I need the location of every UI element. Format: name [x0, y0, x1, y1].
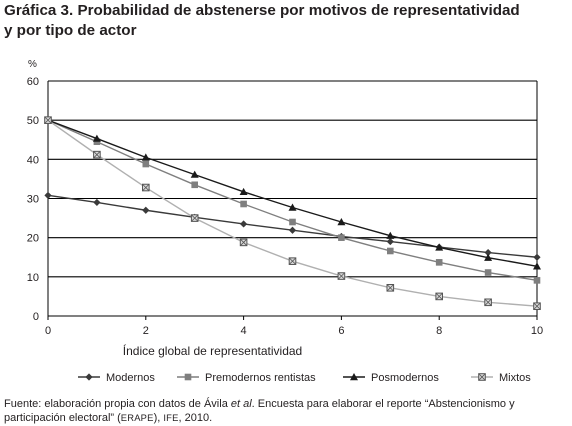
point-mixtos	[288, 257, 297, 265]
point-mixtos	[435, 292, 443, 301]
y-tick-label: 40	[27, 154, 39, 166]
point-premodernos-rentistas	[142, 160, 150, 168]
point-premodernos-rentistas	[289, 218, 296, 226]
point-modernos	[93, 198, 101, 207]
y-tick-label: 10	[27, 272, 39, 284]
y-tick-label: 30	[27, 194, 39, 206]
source-etal: et al	[230, 398, 252, 410]
point-premodernos-rentistas	[484, 269, 492, 276]
legend-label-posmodernos: Posmodernos	[371, 372, 439, 384]
point-posmodernos	[288, 203, 297, 211]
point-mixtos-cross	[435, 292, 443, 300]
source-middle: . Encuesta para elaborar el reporte “Abs…	[4, 398, 515, 424]
x-axis-label: Índice global de representatividad	[123, 343, 302, 358]
point-mixtos	[142, 183, 150, 192]
point-mixtos-cross	[93, 151, 101, 159]
legend-marker-posmodernos	[350, 373, 358, 381]
point-mixtos	[386, 284, 395, 292]
point-mixtos-cross	[44, 116, 52, 124]
chart-title-line-2: y por tipo de actor	[4, 22, 137, 39]
point-modernos	[386, 237, 394, 246]
legend-marker-modernos	[85, 373, 93, 381]
x-tick-label: 8	[436, 325, 442, 337]
legend-marker-premodernos-rentistas	[184, 373, 192, 381]
point-posmodernos	[92, 134, 101, 142]
point-mixtos-cross	[484, 298, 492, 306]
point-posmodernos	[533, 262, 541, 270]
x-tick-label: 10	[531, 325, 543, 337]
y-tick-label: 60	[27, 76, 39, 88]
point-posmodernos	[337, 218, 346, 226]
point-premodernos-rentistas	[435, 259, 443, 266]
legend-label-modernos: Modernos	[106, 372, 155, 384]
x-tick-label: 4	[241, 325, 247, 337]
point-mixtos	[484, 298, 492, 307]
x-tick-label: 2	[143, 325, 149, 337]
series-line-posmodernos	[47, 119, 538, 267]
point-mixtos-cross	[386, 284, 394, 292]
series-modernos	[44, 191, 541, 261]
point-premodernos-rentistas	[533, 277, 541, 284]
point-mixtos-cross	[240, 238, 248, 246]
point-modernos	[288, 226, 297, 234]
point-posmodernos	[141, 153, 150, 161]
y-axis-label: %	[28, 59, 37, 70]
source-sep: ),	[153, 412, 164, 424]
legend-label-premodernos-rentistas: Premodernos rentistas	[205, 372, 316, 384]
point-modernos	[533, 253, 541, 261]
source-ife: IFE	[163, 412, 179, 423]
chart-title-line-1: Gráfica 3. Probabilidad de abstenerse po…	[4, 2, 520, 19]
point-modernos	[142, 206, 150, 214]
point-premodernos-rentistas	[338, 234, 345, 241]
point-mixtos-cross	[533, 302, 541, 310]
series-mixtos	[44, 116, 541, 311]
point-mixtos-cross	[191, 214, 199, 222]
x-tick-label: 0	[45, 325, 51, 337]
point-mixtos	[44, 116, 52, 124]
source-note: Fuente: elaboración propia con datos de …	[4, 397, 570, 425]
point-posmodernos	[190, 170, 199, 178]
point-modernos	[44, 191, 52, 199]
chart-title: Gráfica 3. Probabilidad de abstenerse po…	[4, 1, 570, 41]
point-modernos	[484, 248, 492, 257]
source-suffix: , 2010.	[178, 412, 213, 424]
y-tick-label: 50	[27, 115, 39, 127]
x-tick-label: 6	[338, 325, 344, 337]
legend-marker-mixtos	[478, 373, 486, 381]
legend-marker-mixtos-cross	[478, 373, 486, 381]
point-mixtos	[239, 238, 248, 247]
point-mixtos	[533, 302, 541, 311]
point-mixtos-cross	[142, 183, 150, 192]
legend-item-premodernos-rentistas: Premodernos rentistas	[177, 372, 316, 384]
point-modernos	[240, 220, 248, 228]
source-erape: ERAPE	[120, 412, 154, 423]
point-premodernos-rentistas	[240, 200, 247, 208]
source-prefix: Fuente: elaboración propia con datos de …	[4, 398, 231, 410]
point-premodernos-rentistas	[191, 181, 198, 189]
point-premodernos-rentistas	[387, 247, 394, 255]
point-mixtos-cross	[337, 272, 345, 280]
point-mixtos-cross	[288, 257, 297, 265]
legend-item-modernos: Modernos	[78, 372, 155, 384]
point-mixtos	[93, 150, 101, 159]
legend-item-mixtos: Mixtos	[471, 372, 531, 384]
point-posmodernos	[386, 231, 395, 239]
series-line-premodernos-rentistas	[47, 119, 538, 282]
legend-item-posmodernos: Posmodernos	[343, 372, 439, 384]
y-tick-label: 20	[27, 233, 39, 245]
series-posmodernos	[44, 116, 541, 270]
point-mixtos	[337, 272, 346, 280]
point-posmodernos	[239, 187, 248, 196]
y-tick-label: 0	[33, 311, 39, 323]
point-posmodernos	[435, 243, 444, 251]
point-mixtos	[190, 214, 199, 222]
legend-label-mixtos: Mixtos	[499, 372, 531, 384]
point-posmodernos	[484, 253, 493, 261]
